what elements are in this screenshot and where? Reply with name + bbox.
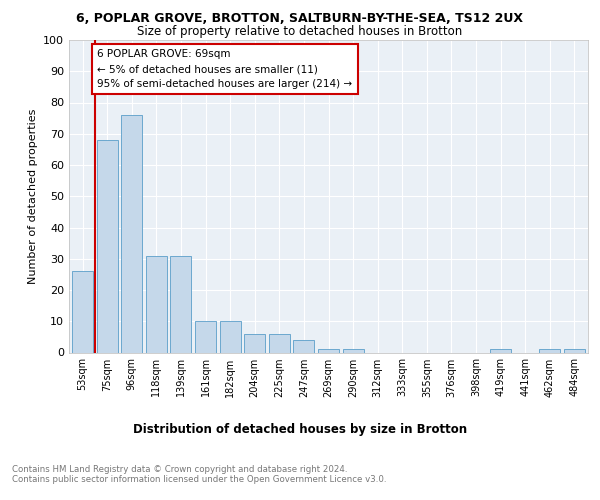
Text: Contains HM Land Registry data © Crown copyright and database right 2024.
Contai: Contains HM Land Registry data © Crown c… <box>12 465 386 484</box>
Bar <box>170 256 191 352</box>
Bar <box>97 140 118 352</box>
Bar <box>269 334 290 352</box>
Bar <box>195 322 216 352</box>
Bar <box>539 350 560 352</box>
Bar <box>490 350 511 352</box>
Bar <box>343 350 364 352</box>
Bar <box>318 350 339 352</box>
Text: Size of property relative to detached houses in Brotton: Size of property relative to detached ho… <box>137 25 463 38</box>
Bar <box>121 115 142 352</box>
Bar <box>244 334 265 352</box>
Text: 6, POPLAR GROVE, BROTTON, SALTBURN-BY-THE-SEA, TS12 2UX: 6, POPLAR GROVE, BROTTON, SALTBURN-BY-TH… <box>77 12 523 26</box>
Y-axis label: Number of detached properties: Number of detached properties <box>28 108 38 284</box>
Bar <box>146 256 167 352</box>
Bar <box>293 340 314 352</box>
Bar <box>220 322 241 352</box>
Bar <box>72 271 93 352</box>
Text: Distribution of detached houses by size in Brotton: Distribution of detached houses by size … <box>133 422 467 436</box>
Text: 6 POPLAR GROVE: 69sqm
← 5% of detached houses are smaller (11)
95% of semi-detac: 6 POPLAR GROVE: 69sqm ← 5% of detached h… <box>97 50 352 89</box>
Bar <box>564 350 585 352</box>
